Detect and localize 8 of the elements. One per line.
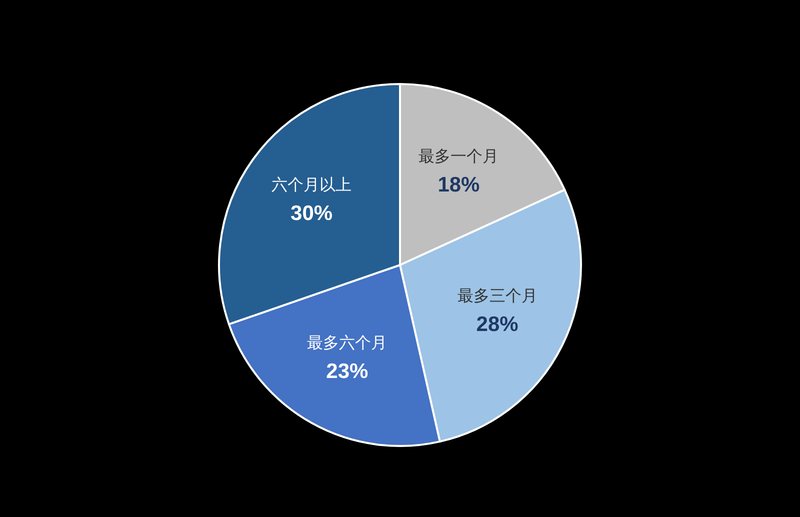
data-label: 28% bbox=[476, 313, 519, 336]
slice-label: 最多三个月 bbox=[457, 286, 538, 306]
slice-label: 六个月以上 bbox=[272, 175, 352, 194]
data-label: 23% bbox=[326, 360, 369, 383]
slice-label: 最多六个月 bbox=[307, 332, 388, 352]
data-label: 18% bbox=[438, 174, 480, 197]
slice-label: 最多一个月 bbox=[418, 146, 499, 166]
data-label: 30% bbox=[290, 202, 333, 226]
